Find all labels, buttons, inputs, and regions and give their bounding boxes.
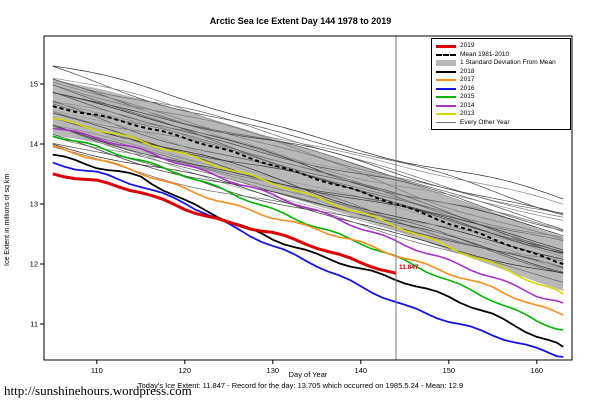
x-tick-label: 110 [91, 366, 103, 375]
legend-item-2015: 2015 [436, 93, 566, 102]
x-tick-label: 130 [267, 366, 280, 375]
legend-item-2016: 2016 [436, 85, 566, 94]
legend-item-label: 2014 [460, 101, 475, 109]
series-2019-line [52, 172, 397, 275]
legend-swatch [436, 60, 456, 67]
plot-border [43, 35, 573, 361]
footer-caption: Today's Ice Extent: 11.847 - Record for … [137, 381, 464, 390]
x-tick-label: 150 [443, 366, 456, 375]
y-axis-label: Ice Extent in millions of sq km [4, 173, 11, 267]
series-other-year-line [52, 124, 564, 254]
series-2016-line [52, 161, 564, 358]
legend-item-label: 1 Standard Deviation From Mean [460, 59, 556, 66]
series-other-year-line [52, 84, 564, 218]
y-tick-label: 13 [30, 200, 38, 209]
legend-swatch [436, 104, 456, 107]
series-other-year-line [52, 111, 564, 238]
series-other-year-line [52, 81, 564, 240]
x-tick-label: 140 [355, 366, 368, 375]
site-url[interactable]: http://sunshinehours.wordpress.com [4, 383, 192, 398]
series-other-year-line [52, 117, 564, 253]
series-2013-line [52, 117, 564, 295]
series-2015-line [52, 135, 564, 331]
legend-item-2017: 2017 [436, 76, 566, 85]
series-other-year-line [52, 101, 564, 221]
series-other-year-line [52, 85, 564, 231]
series-2017-line [52, 144, 564, 316]
legend-swatch [436, 53, 456, 56]
y-tick-label: 12 [30, 260, 38, 269]
legend-item-label: Every Other Year [460, 118, 510, 126]
series-other-year-line [52, 92, 564, 215]
series-other-year-line [52, 92, 564, 237]
legend-item-2013: 2013 [436, 110, 566, 119]
x-tick-label: 120 [179, 366, 192, 375]
legend-item-label: Mean 1981-2010 [460, 50, 510, 58]
series-other-year-line [52, 118, 564, 270]
series-other-year-line [52, 143, 564, 269]
series-mean-line [52, 105, 564, 265]
legend-swatch [436, 44, 456, 48]
legend-item-label: 2019 [460, 42, 475, 49]
legend: 2019 Mean 1981-2010 1 Standard Deviation F… [431, 38, 571, 130]
legend-swatch [436, 87, 456, 90]
legend-swatch [436, 122, 456, 124]
legend-swatch [436, 96, 456, 99]
legend-item-2019: 2019 [436, 42, 566, 51]
series-other-year-line [52, 133, 564, 273]
series-2018-line [52, 153, 564, 348]
y-tick-label: 11 [30, 320, 38, 329]
legend-item-2018: 2018 [436, 68, 566, 77]
series-other-year-line [52, 65, 564, 200]
y-tick-label: 15 [30, 80, 38, 89]
legend-item-every-other-year: Every Other Year [436, 119, 566, 128]
series-other-year-line [52, 65, 564, 216]
y-tick-label: 14 [30, 140, 38, 149]
page-title: Arctic Sea Ice Extent Day 144 1978 to 20… [209, 16, 392, 26]
legend-item-mean-1981-2010: Mean 1981-2010 [436, 51, 566, 60]
series-other-year-line [52, 91, 564, 232]
series-other-year-line [52, 101, 564, 233]
legend-item-label: 2017 [460, 76, 475, 83]
legend-item-label: 2018 [460, 67, 475, 75]
legend-swatch [436, 79, 456, 82]
legend-item-1-standard-deviation-from-mean: 1 Standard Deviation From Mean [436, 59, 566, 68]
legend-item-2014: 2014 [436, 102, 566, 111]
series-other-year-line [52, 117, 564, 260]
x-axis-label: Day of Year [288, 370, 328, 379]
series-2014-line [52, 127, 564, 304]
legend-swatch [436, 70, 456, 73]
series-other-year-line [52, 84, 564, 253]
legend-item-label: 2016 [460, 84, 475, 92]
legend-item-label: 2015 [460, 93, 475, 100]
series-other-year-line [52, 77, 564, 205]
x-tick-label: 160 [531, 366, 544, 375]
legend-swatch [436, 113, 456, 116]
legend-item-label: 2013 [460, 110, 475, 117]
series-other-year-line [52, 134, 564, 272]
current-extent-label: 11.847 [399, 264, 419, 272]
